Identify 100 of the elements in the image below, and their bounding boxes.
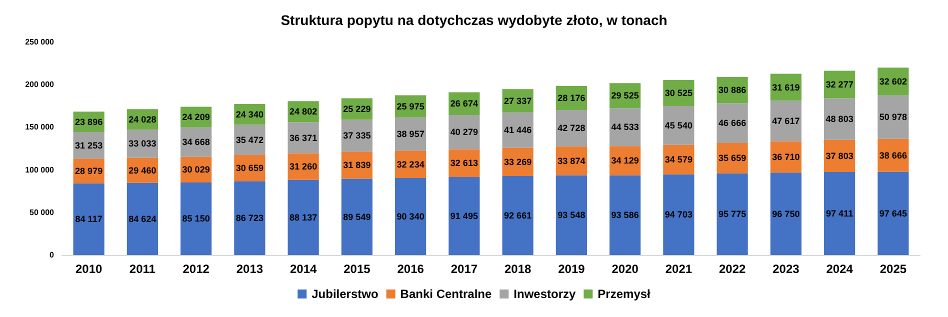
data-label: 33 269: [504, 156, 532, 167]
legend-label: Banki Centralne: [400, 287, 492, 301]
bar: [126, 182, 158, 255]
bar: [288, 180, 319, 255]
data-label: 30 659: [236, 163, 264, 174]
legend-label: Jubilerstwo: [312, 287, 378, 301]
data-label: 24 340: [236, 109, 264, 120]
bar: [448, 114, 480, 150]
data-label: 25 229: [343, 104, 371, 114]
bar: [770, 100, 802, 142]
bar: [610, 108, 641, 146]
data-label: 42 728: [558, 123, 586, 134]
x-tick-label: 2019: [558, 262, 586, 276]
bar: [716, 173, 748, 255]
data-label: 32 602: [879, 76, 907, 87]
y-tick-label: 250 000: [25, 38, 55, 46]
data-label: 24 209: [182, 112, 210, 122]
data-label: 41 446: [504, 125, 532, 136]
data-label: 84 624: [128, 214, 156, 224]
data-label: 29 460: [128, 165, 156, 176]
data-label: 93 548: [558, 210, 586, 220]
data-label: 97 411: [826, 208, 854, 219]
data-label: 24 802: [290, 106, 318, 117]
data-label: 35 472: [236, 134, 264, 145]
data-label: 89 549: [343, 212, 371, 222]
bar: [556, 175, 587, 255]
x-tick-label: 2012: [182, 262, 210, 276]
bar: [234, 181, 266, 255]
y-tick-label: 200 000: [25, 80, 55, 90]
data-label: 34 579: [664, 154, 692, 165]
bar: [556, 110, 587, 146]
bar: [448, 177, 480, 255]
data-label: 31 839: [343, 160, 371, 170]
bar: [180, 182, 212, 255]
data-label: 95 775: [718, 209, 746, 220]
bar: [824, 172, 856, 255]
data-label: 97 645: [879, 208, 907, 218]
chart-title: Struktura popytu na dotychczas wydobyte złoto, w tonach: [280, 12, 668, 28]
data-label: 50 978: [879, 112, 907, 122]
bar: [610, 175, 641, 255]
data-label: 32 613: [450, 158, 478, 168]
data-label: 32 277: [826, 79, 854, 90]
bar: [341, 178, 372, 255]
data-label: 94 703: [664, 210, 692, 220]
data-label: 24 028: [128, 114, 156, 124]
bar: [878, 95, 909, 139]
data-label: 34 129: [611, 156, 639, 166]
data-label: 40 279: [450, 127, 478, 138]
data-label: 30 886: [718, 85, 746, 96]
data-label: 96 750: [772, 208, 800, 219]
data-label: 25 975: [396, 101, 424, 112]
x-tick-label: 2010: [75, 262, 102, 276]
data-label: 30 525: [664, 88, 692, 98]
data-label: 36 710: [772, 152, 800, 162]
x-tick-label: 2011: [129, 262, 156, 276]
bar: [663, 174, 694, 255]
x-tick-label: 2020: [612, 262, 639, 276]
data-label: 85 150: [182, 214, 210, 224]
data-label: 26 674: [450, 98, 478, 109]
y-tick-label: 50 000: [30, 208, 55, 217]
data-label: 48 803: [826, 114, 854, 124]
data-label: 29 525: [611, 90, 639, 101]
y-tick-label: 150 000: [25, 122, 55, 132]
data-label: 47 617: [772, 116, 800, 126]
data-label: 86 723: [236, 213, 264, 224]
data-label: 35 659: [718, 153, 746, 164]
data-label: 92 661: [504, 210, 532, 221]
data-label: 32 234: [396, 159, 424, 170]
bar: [770, 172, 802, 255]
x-tick-label: 2014: [290, 262, 317, 276]
data-label: 30 029: [182, 164, 210, 175]
x-tick-label: 2021: [665, 262, 692, 276]
data-label: 23 896: [75, 116, 103, 127]
data-label: 37 803: [826, 150, 854, 161]
data-label: 27 337: [504, 96, 532, 106]
bar: [663, 106, 694, 145]
data-label: 93 586: [611, 210, 639, 220]
data-label: 44 533: [611, 122, 639, 132]
bar: [73, 183, 104, 255]
bar: [502, 176, 534, 255]
y-tick-label: 0: [50, 250, 55, 260]
data-label: 34 668: [182, 137, 210, 148]
x-tick-label: 2016: [397, 262, 424, 276]
x-tick-label: 2023: [772, 262, 800, 276]
x-tick-label: 2017: [450, 262, 478, 276]
x-tick-label: 2015: [344, 262, 371, 276]
data-label: 90 340: [396, 212, 424, 222]
data-label: 36 371: [290, 132, 318, 143]
legend-label: Przemysł: [598, 287, 652, 301]
data-label: 38 666: [879, 150, 907, 160]
legend-label: Inwestorzy: [514, 287, 576, 301]
data-label: 28 176: [558, 93, 586, 104]
x-tick-label: 2024: [826, 262, 854, 276]
data-label: 33 874: [558, 156, 586, 166]
data-label: 37 335: [343, 130, 371, 141]
x-tick-label: 2013: [236, 262, 264, 276]
data-label: 84 117: [75, 214, 102, 224]
data-label: 88 137: [290, 212, 318, 222]
data-label: 91 495: [450, 211, 478, 222]
x-tick-label: 2025: [880, 262, 907, 276]
